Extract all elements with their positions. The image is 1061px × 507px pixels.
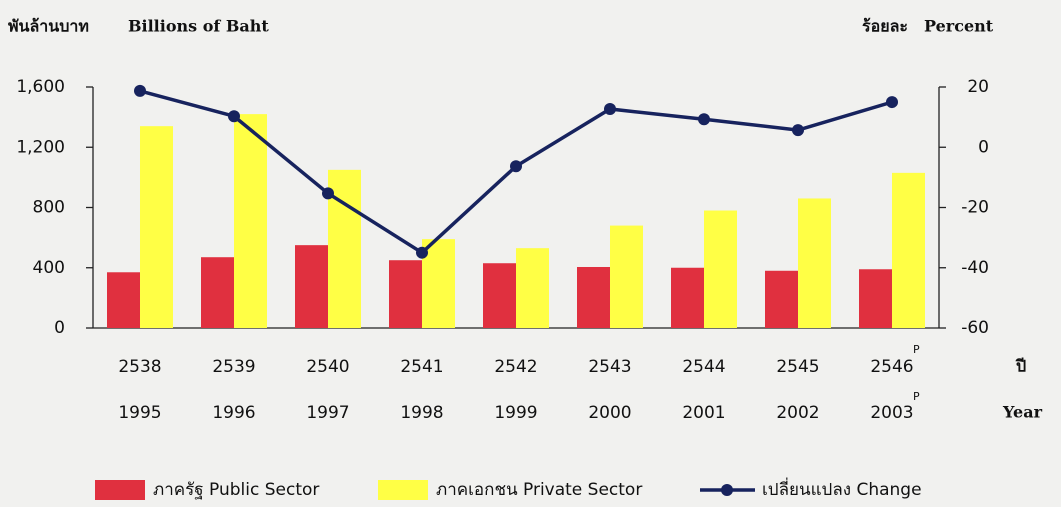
y2-tick-label: 0 <box>978 137 989 157</box>
line-point <box>886 96 898 109</box>
x-tick-label: 2003 <box>870 403 913 423</box>
bar <box>610 225 643 328</box>
y2-tick-label: -40 <box>961 258 989 278</box>
legend-swatch <box>95 480 145 500</box>
x-tick-label-thai: 2543 <box>588 357 631 377</box>
line-point <box>134 84 146 97</box>
x-axis-title-thai: ปี <box>1015 357 1027 376</box>
x-tick-label: 1998 <box>400 403 443 423</box>
legend-label: เปลี่ยนแปลง Change <box>762 477 922 500</box>
line-point <box>604 102 616 115</box>
bar <box>483 263 516 328</box>
y2-tick-label: -20 <box>961 198 989 218</box>
bar <box>577 266 610 328</box>
bar <box>859 269 892 328</box>
y-tick-label: 800 <box>33 198 65 218</box>
bar <box>704 210 737 328</box>
x-tick-label-thai: 2544 <box>682 357 725 377</box>
y-tick-label: 0 <box>54 318 65 338</box>
legend-swatch <box>721 484 733 496</box>
bar <box>201 257 234 328</box>
x-tick-label: 1996 <box>212 403 255 423</box>
x-tick-label: 2002 <box>776 403 819 423</box>
footnote-mark: P <box>913 343 920 356</box>
bar <box>516 248 549 328</box>
x-tick-label: 1997 <box>306 403 349 423</box>
legend-label: ภาครัฐ Public Sector <box>153 480 319 500</box>
y2-tick-label: -60 <box>961 318 989 338</box>
y-tick-label: 400 <box>33 258 65 278</box>
legend-label: ภาคเอกชน Private Sector <box>436 480 642 500</box>
legend-swatch <box>378 480 428 500</box>
x-tick-label-thai: 2546 <box>870 357 913 377</box>
line-point <box>698 113 710 126</box>
line-point <box>416 246 428 259</box>
x-tick-label-thai: 2539 <box>212 357 255 377</box>
x-tick-label-thai: 2538 <box>118 357 161 377</box>
bar <box>140 126 173 328</box>
x-tick-label: 1995 <box>118 403 161 423</box>
y-axis-title: Billions of Baht <box>128 17 269 36</box>
x-axis-title: Year <box>1002 403 1043 422</box>
x-tick-label: 1999 <box>494 403 537 423</box>
x-tick-label: 2000 <box>588 403 631 423</box>
bar <box>765 270 798 328</box>
footnote-mark: P <box>913 390 920 403</box>
bar <box>892 172 925 328</box>
bar <box>234 114 267 328</box>
bar <box>389 260 422 328</box>
y2-axis-title: Percent <box>924 17 994 36</box>
x-tick-label-thai: 2541 <box>400 357 443 377</box>
line-point <box>322 187 334 200</box>
x-tick-label: 2001 <box>682 403 725 423</box>
x-tick-label-thai: 2545 <box>776 357 819 377</box>
bar <box>671 267 704 328</box>
line-point <box>792 124 804 137</box>
y2-axis-title-thai: ร้อยละ <box>862 17 908 36</box>
y2-tick-label: 20 <box>967 77 989 97</box>
bar <box>798 198 831 328</box>
x-tick-label-thai: 2540 <box>306 357 349 377</box>
y-tick-label: 1,200 <box>16 137 65 157</box>
x-tick-label-thai: 2542 <box>494 357 537 377</box>
y-tick-label: 1,600 <box>16 77 65 97</box>
y-axis-title-thai: พันล้านบาท <box>8 17 89 36</box>
bar <box>295 245 328 328</box>
line-point <box>228 110 240 123</box>
line-point <box>510 160 522 173</box>
bar <box>107 272 140 328</box>
